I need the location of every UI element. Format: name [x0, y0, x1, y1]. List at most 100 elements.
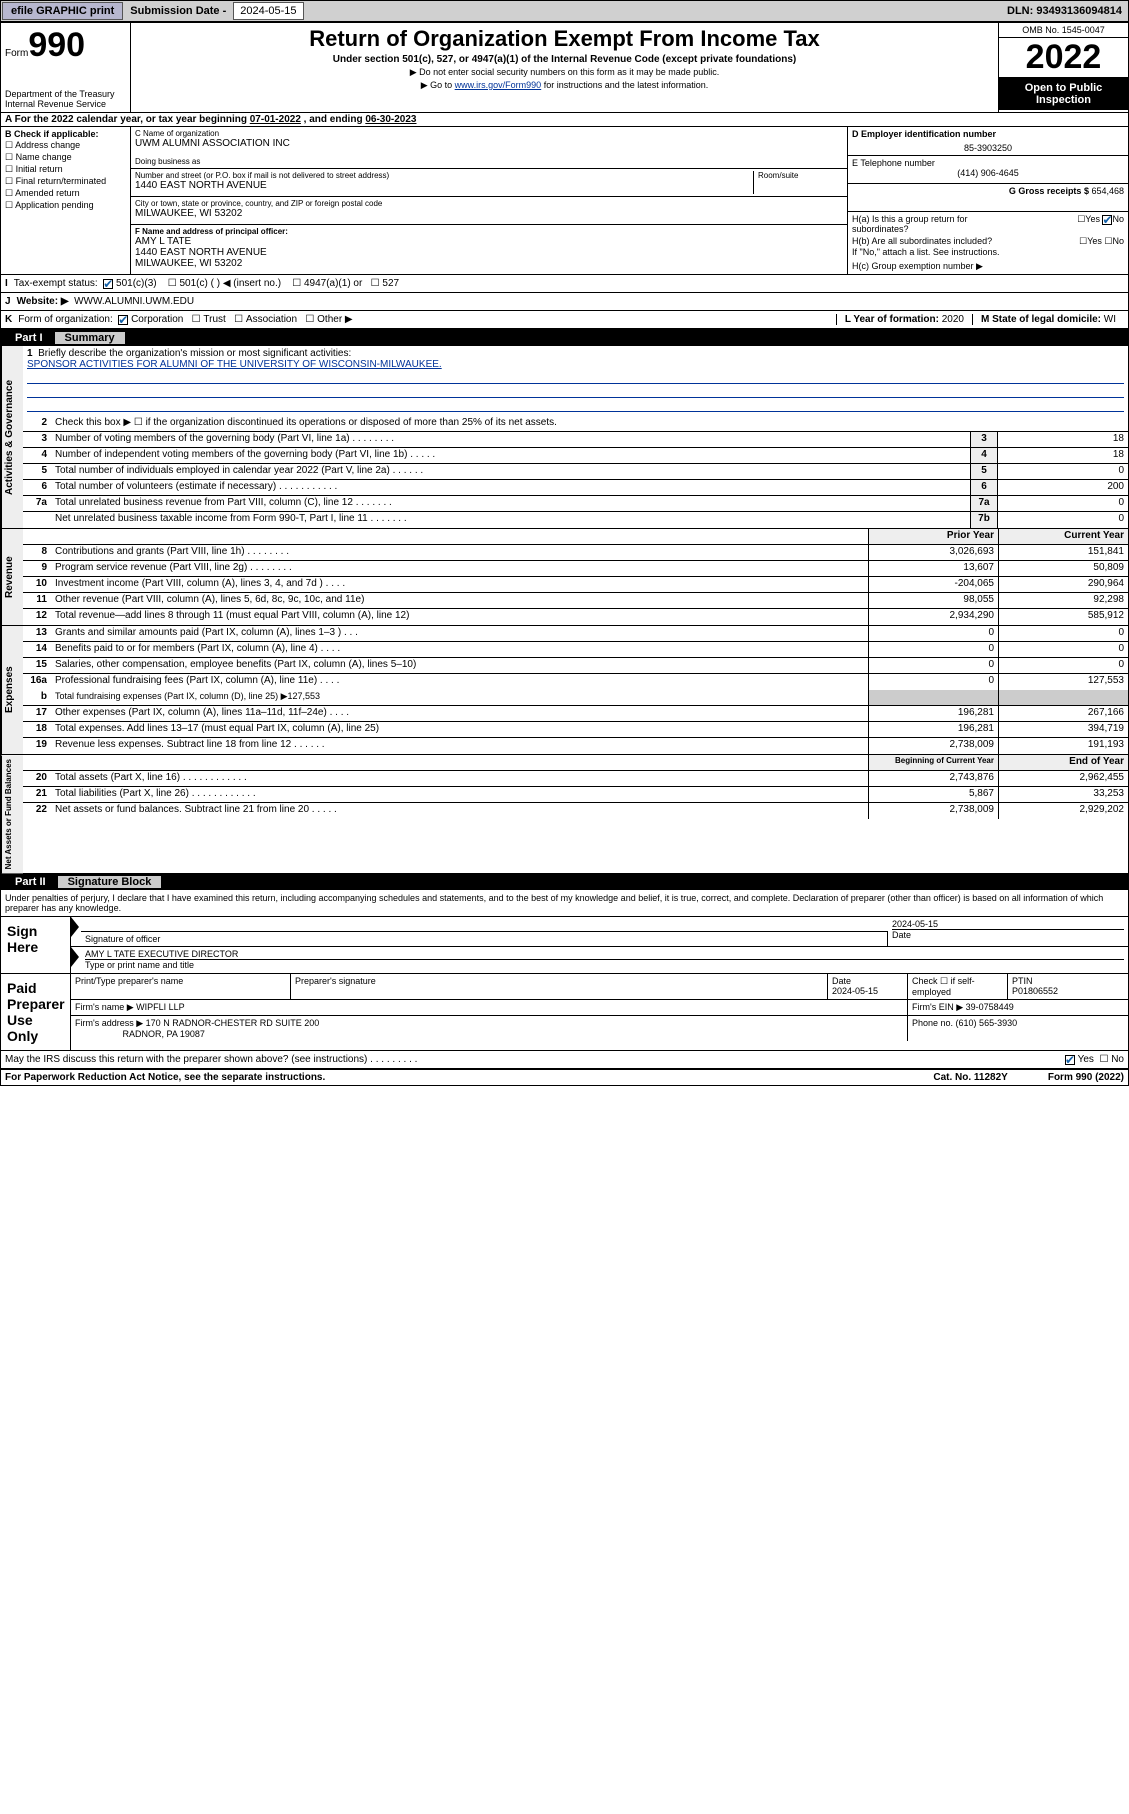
- line-12: 12Total revenue—add lines 8 through 11 (…: [23, 609, 1128, 625]
- prior-value: -204,065: [868, 577, 998, 592]
- submission-date-label: Submission Date -: [124, 3, 232, 19]
- ptin-value: P01806552: [1012, 986, 1058, 996]
- city-box: City or town, state or province, country…: [131, 197, 847, 225]
- line-1-num: 1: [27, 348, 33, 359]
- i-text: Tax-exempt status:: [14, 278, 98, 289]
- gov-content: 1 Briefly describe the organization's mi…: [23, 346, 1128, 528]
- line-14: 14Benefits paid to or for members (Part …: [23, 642, 1128, 658]
- prep-date-label: Date: [832, 976, 851, 986]
- line-2-text: Check this box ▶ ☐ if the organization d…: [51, 416, 1128, 431]
- line-num: 16a: [23, 674, 51, 690]
- line-desc: Grants and similar amounts paid (Part IX…: [51, 626, 868, 641]
- sub3-post: for instructions and the latest informat…: [541, 80, 708, 90]
- line-desc: Total number of volunteers (estimate if …: [51, 480, 970, 495]
- row-i-tax-exempt: I Tax-exempt status: 501(c)(3) ☐ 501(c) …: [1, 275, 1128, 293]
- line-num: 13: [23, 626, 51, 641]
- line-13: 13Grants and similar amounts paid (Part …: [23, 626, 1128, 642]
- self-employed-check[interactable]: Check ☐ if self-employed: [908, 974, 1008, 999]
- vtab-revenue: Revenue: [1, 529, 23, 625]
- hc-label: H(c) Group exemption number ▶: [852, 261, 1124, 272]
- current-value: 2,929,202: [998, 803, 1128, 819]
- omb-number: OMB No. 1545-0047: [999, 23, 1128, 38]
- street-box: Number and street (or P.O. box if mail i…: [131, 169, 847, 197]
- officer-label: F Name and address of principal officer:: [135, 227, 288, 236]
- irs-link[interactable]: www.irs.gov/Form990: [455, 80, 542, 90]
- principal-officer-box: F Name and address of principal officer:…: [131, 225, 847, 271]
- may-irs-yes-checkbox[interactable]: [1065, 1055, 1075, 1065]
- efile-button[interactable]: efile GRAPHIC print: [2, 2, 123, 20]
- ptin-label: PTIN: [1012, 976, 1033, 986]
- phone-label: E Telephone number: [852, 158, 935, 168]
- line-16a: 16aProfessional fundraising fees (Part I…: [23, 674, 1128, 690]
- prior-value: 196,281: [868, 706, 998, 721]
- line-num: 5: [23, 464, 51, 479]
- prior-value: 3,026,693: [868, 545, 998, 560]
- line-box-num: 6: [970, 480, 998, 495]
- prior-value: 0: [868, 658, 998, 673]
- prep-sig-label: Preparer's signature: [291, 974, 828, 999]
- gross-label: G Gross receipts $: [1009, 186, 1092, 196]
- cb-address-change[interactable]: ☐ Address change: [5, 140, 126, 151]
- line-1-text: Briefly describe the organization's miss…: [38, 348, 351, 359]
- cb-corporation[interactable]: [118, 315, 128, 325]
- line-desc: Revenue less expenses. Subtract line 18 …: [51, 738, 868, 754]
- gov-line-3: 3Number of voting members of the governi…: [23, 432, 1128, 448]
- opt-4947: 4947(a)(1) or: [304, 278, 362, 289]
- line-a-mid: , and ending: [301, 114, 365, 125]
- line-num: 22: [23, 803, 51, 819]
- prep-name-label: Print/Type preparer's name: [71, 974, 291, 999]
- sub3-pre: ▶ Go to: [421, 80, 455, 90]
- line-desc: Total expenses. Add lines 13–17 (must eq…: [51, 722, 868, 737]
- line-8: 8Contributions and grants (Part VIII, li…: [23, 545, 1128, 561]
- paid-preparer-label: Paid Preparer Use Only: [1, 974, 71, 1050]
- opt-501c3: 501(c)(3): [116, 278, 157, 289]
- current-value: 0: [998, 658, 1128, 673]
- street-label: Number and street (or P.O. box if mail i…: [135, 171, 753, 180]
- gov-line-7b: Net unrelated business taxable income fr…: [23, 512, 1128, 528]
- line-11: 11Other revenue (Part VIII, column (A), …: [23, 593, 1128, 609]
- current-value: 50,809: [998, 561, 1128, 576]
- may-irs-no: No: [1111, 1054, 1124, 1065]
- firm-addr1: 170 N RADNOR-CHESTER RD SUITE 200: [146, 1018, 320, 1028]
- k-label: K: [5, 314, 12, 325]
- cb-initial-return[interactable]: ☐ Initial return: [5, 164, 126, 175]
- cb-final-return[interactable]: ☐ Final return/terminated: [5, 176, 126, 187]
- cb-application-pending[interactable]: ☐ Application pending: [5, 200, 126, 211]
- prep-date-value: 2024-05-15: [832, 986, 878, 996]
- current-value: 290,964: [998, 577, 1128, 592]
- gov-line-5: 5Total number of individuals employed in…: [23, 464, 1128, 480]
- na-header-row: Beginning of Current Year End of Year: [23, 755, 1128, 771]
- line-num: 3: [23, 432, 51, 447]
- cb-501c3[interactable]: [103, 279, 113, 289]
- perjury-declaration: Under penalties of perjury, I declare th…: [1, 890, 1128, 917]
- prior-value: 2,738,009: [868, 738, 998, 754]
- col-b-header: B Check if applicable:: [5, 129, 99, 139]
- line-17: 17Other expenses (Part IX, column (A), l…: [23, 706, 1128, 722]
- line-desc: Total revenue—add lines 8 through 11 (mu…: [51, 609, 868, 625]
- line-desc: Total unrelated business revenue from Pa…: [51, 496, 970, 511]
- room-label: Room/suite: [758, 171, 843, 180]
- sign-here-row: Sign Here Signature of officer 2024-05-1…: [1, 917, 1128, 974]
- line-desc: Other revenue (Part VIII, column (A), li…: [51, 593, 868, 608]
- prior-value: 2,934,290: [868, 609, 998, 625]
- prior-value: 13,607: [868, 561, 998, 576]
- line-num: 17: [23, 706, 51, 721]
- officer-name: AMY L TATE: [135, 236, 843, 247]
- sign-right: Signature of officer 2024-05-15 Date AMY…: [71, 917, 1128, 973]
- line-box-num: 5: [970, 464, 998, 479]
- form-subtitle-3: ▶ Go to www.irs.gov/Form990 for instruct…: [137, 80, 992, 91]
- ein-box: D Employer identification number 85-3903…: [848, 127, 1128, 156]
- line-value: 200: [998, 480, 1128, 495]
- ha-no-checkbox[interactable]: [1102, 215, 1112, 225]
- line-desc: Contributions and grants (Part VIII, lin…: [51, 545, 868, 560]
- cb-name-change[interactable]: ☐ Name change: [5, 152, 126, 163]
- part-1-num: Part I: [7, 332, 51, 344]
- line-2: 2Check this box ▶ ☐ if the organization …: [23, 416, 1128, 432]
- line-num: 21: [23, 787, 51, 802]
- prior-value: 2,743,876: [868, 771, 998, 786]
- sig-officer-label: Signature of officer: [85, 934, 160, 944]
- cb-amended[interactable]: ☐ Amended return: [5, 188, 126, 199]
- line-22: 22Net assets or fund balances. Subtract …: [23, 803, 1128, 819]
- line-16b-text: Total fundraising expenses (Part IX, col…: [51, 690, 868, 705]
- current-value: 2,962,455: [998, 771, 1128, 786]
